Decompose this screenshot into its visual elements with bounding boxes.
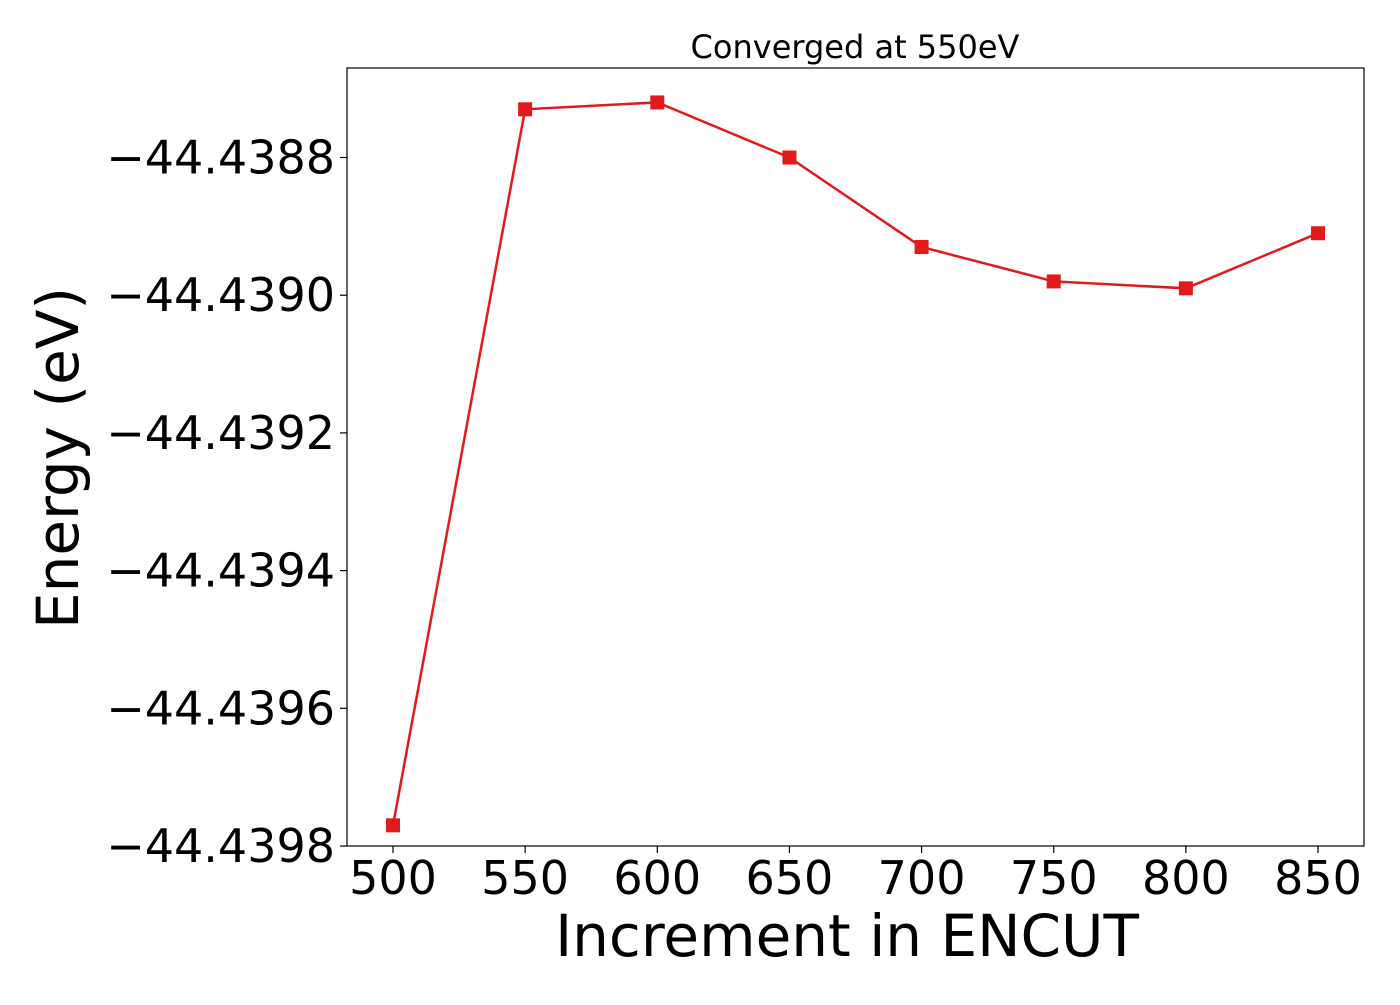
y-axis-label: Energy (eV)	[24, 287, 92, 629]
plot-area-frame	[346, 67, 1365, 847]
data-point-marker	[1311, 226, 1326, 241]
data-series	[385, 95, 1326, 833]
x-tick-label: 500	[349, 851, 437, 905]
x-tick-label: 600	[613, 851, 701, 905]
x-tick-label: 850	[1274, 851, 1362, 905]
x-tick-label: 700	[878, 851, 966, 905]
data-point-marker	[914, 240, 929, 255]
y-tick-label: −44.4398	[106, 819, 335, 873]
x-tick-label: 650	[746, 851, 834, 905]
y-tick-label: −44.4394	[106, 544, 335, 598]
y-axis: −44.4388 −44.4390 −44.4392 −44.4394 −44.4396…	[106, 131, 347, 873]
data-point-marker	[385, 818, 400, 833]
series-line	[391, 101, 1319, 826]
x-tick-label: 800	[1142, 851, 1230, 905]
data-point-marker	[1046, 274, 1061, 289]
y-tick-label: −44.4390	[106, 268, 335, 322]
y-tick-label: −44.4392	[106, 406, 335, 460]
y-tick-label: −44.4388	[106, 131, 335, 185]
chart-title: Converged at 550eV	[691, 28, 1020, 66]
x-axis: 500 550 600 650 700 750 800 850	[349, 846, 1362, 905]
x-axis-label: Increment in ENCUT	[555, 902, 1139, 970]
data-point-marker	[650, 95, 665, 110]
x-tick-label: 550	[481, 851, 569, 905]
x-tick-label: 750	[1010, 851, 1098, 905]
data-point-marker	[1178, 281, 1193, 296]
data-point-marker	[518, 102, 533, 117]
data-point-marker	[782, 150, 797, 165]
y-tick-label: −44.4396	[106, 681, 335, 735]
